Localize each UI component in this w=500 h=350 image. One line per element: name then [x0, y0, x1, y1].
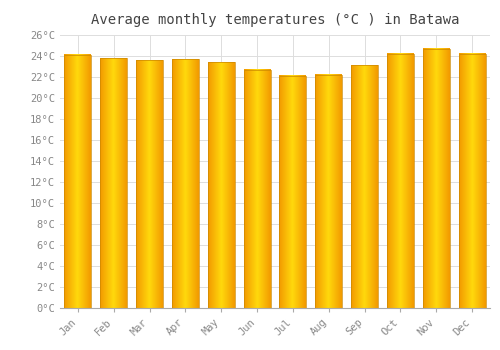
- Bar: [458, 54, 485, 308]
- Bar: [208, 62, 234, 308]
- Bar: [244, 70, 270, 308]
- Title: Average monthly temperatures (°C ) in Batawa: Average monthly temperatures (°C ) in Ba…: [91, 13, 459, 27]
- Bar: [100, 58, 127, 308]
- Bar: [351, 65, 378, 308]
- Bar: [172, 59, 199, 308]
- Bar: [64, 55, 92, 308]
- Bar: [387, 54, 414, 308]
- Bar: [136, 60, 163, 308]
- Bar: [280, 76, 306, 308]
- Bar: [316, 75, 342, 308]
- Bar: [423, 49, 450, 308]
